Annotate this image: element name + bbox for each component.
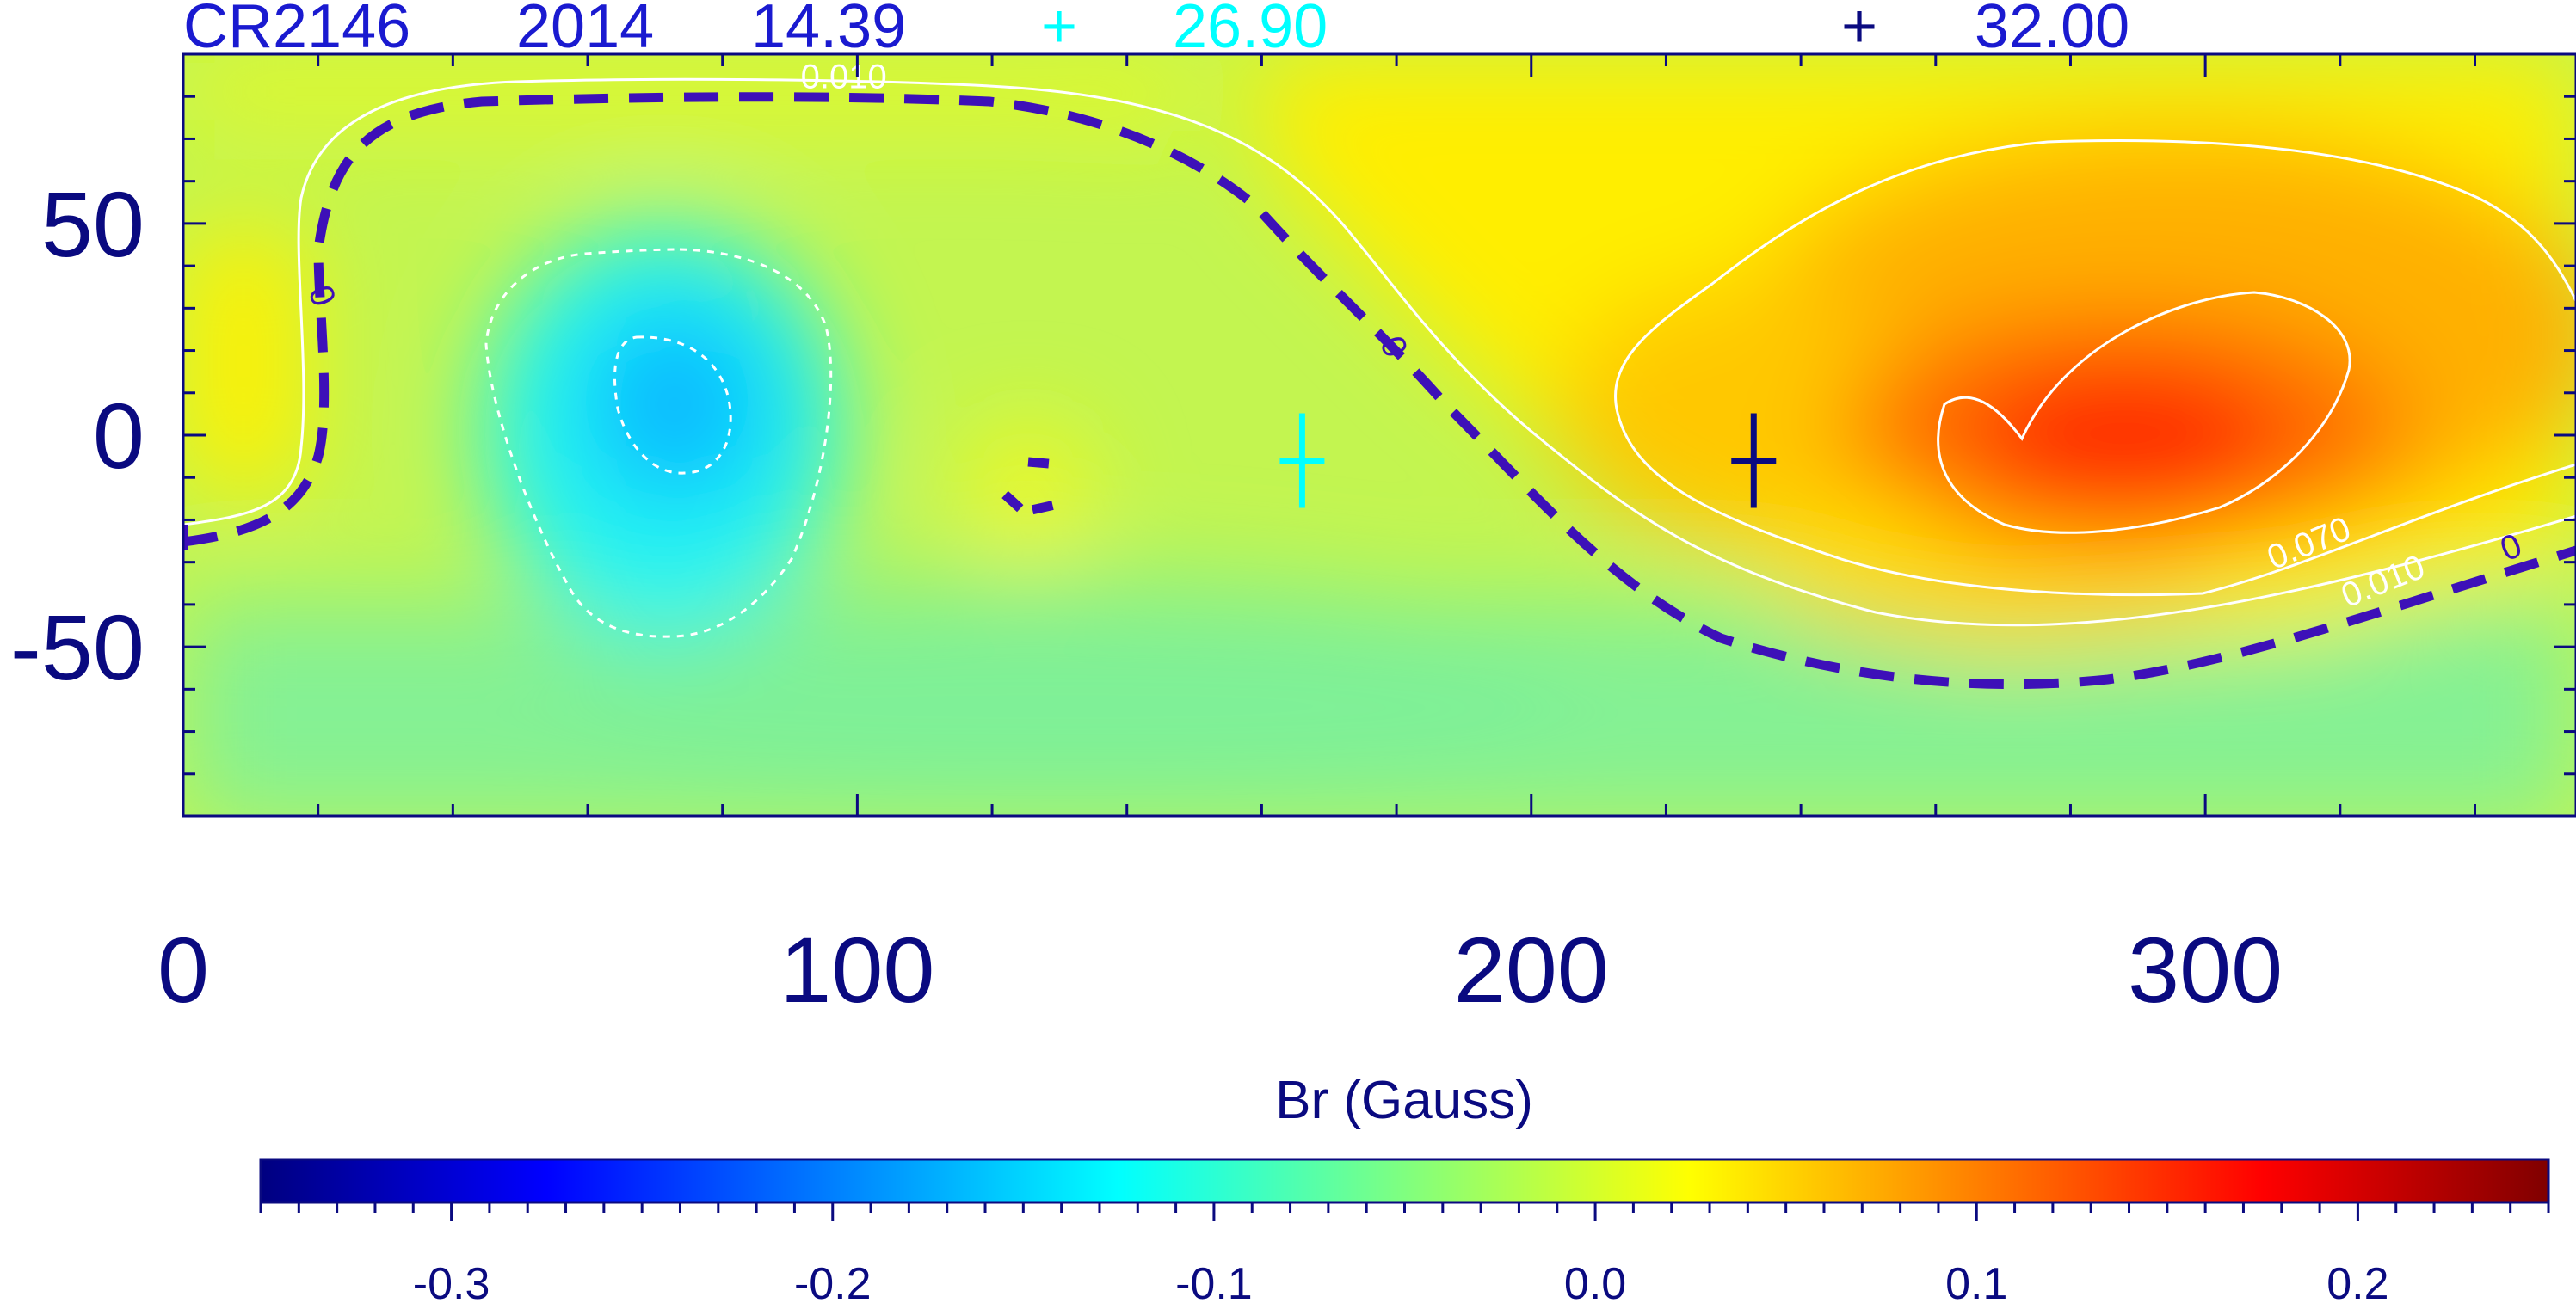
colorbar-tick-labels: -0.3 -0.2 -0.1 0.0 0.1 0.2 — [413, 1259, 2389, 1303]
contour-positive-outer — [183, 77, 2576, 627]
year-label: 2014 — [516, 0, 654, 61]
colorbar-ticks — [259, 1202, 2550, 1221]
contour-lines — [183, 77, 2576, 690]
colorbar-tick-label: 0.2 — [2326, 1259, 2388, 1303]
cross-marker — [1731, 413, 1777, 508]
header-value-1: 14.39 — [751, 0, 906, 61]
x-tick-label: 0 — [157, 918, 209, 1022]
contour-negative-inner — [613, 335, 732, 475]
x-tick-label: 300 — [2128, 918, 2283, 1022]
x-tick-label: 100 — [780, 918, 934, 1022]
y-tick-label: 0 — [93, 384, 145, 488]
header-plus-dark: + — [1841, 0, 1877, 61]
header-value-3: 32.00 — [1975, 0, 2129, 61]
contour-positive-mid — [1614, 139, 2576, 597]
colorbar — [259, 1158, 2550, 1204]
contour-positive-inner — [1937, 291, 2351, 534]
neutral-line-small — [1001, 457, 1064, 517]
x-tick-label: 200 — [1454, 918, 1609, 1022]
axis-tick-labels: 0 100 200 300 -50 0 50 — [10, 172, 2283, 1022]
colorbar-title: Br (Gauss) — [1275, 1071, 1533, 1130]
colorbar-tick-label: 0.1 — [1945, 1259, 2007, 1303]
y-tick-label: -50 — [10, 595, 145, 699]
colorbar-tick-label: -0.2 — [794, 1259, 872, 1303]
colorbar-tick-label: -0.1 — [1175, 1259, 1253, 1303]
position-markers — [1279, 413, 1777, 508]
magnetic-field-heatmap — [183, 54, 2576, 816]
y-tick-label: 50 — [41, 172, 145, 276]
header-value-2: 26.90 — [1173, 0, 1328, 61]
carrington-rotation: CR2146 — [183, 0, 410, 61]
cross-marker — [1279, 413, 1325, 508]
axis-ticks — [182, 54, 2576, 816]
contour-label: 0.010 — [801, 58, 887, 95]
colorbar-tick-label: 0.0 — [1564, 1259, 1626, 1303]
header-plus-cyan: + — [1041, 0, 1077, 61]
colorbar-tick-label: -0.3 — [413, 1259, 490, 1303]
neutral-line-main — [183, 92, 2576, 690]
